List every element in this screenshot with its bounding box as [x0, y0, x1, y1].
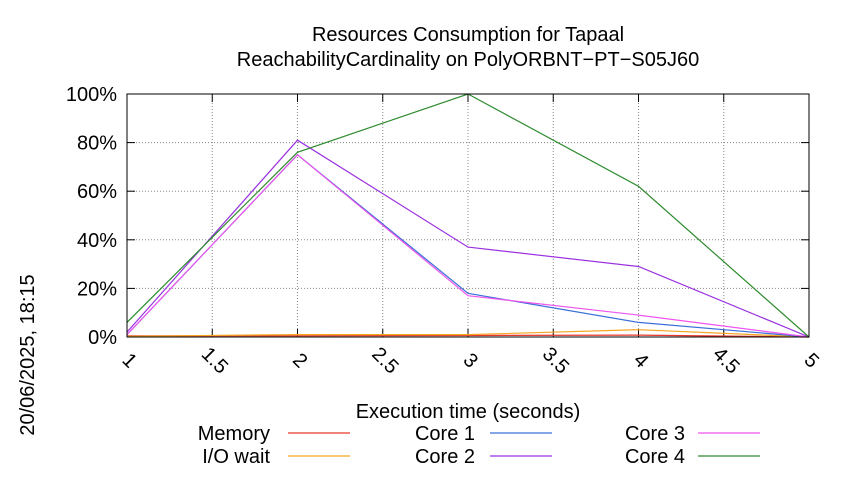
series-line-i-o-wait	[126, 329, 810, 338]
legend-label-memory: Memory	[198, 423, 270, 445]
x-tick-label: 5	[800, 349, 823, 372]
side-timestamp-label: 20/06/2025, 18:15	[17, 274, 39, 435]
legend-label-i-o-wait: I/O wait	[202, 446, 270, 468]
y-tick-label: 40%	[77, 230, 117, 252]
plot-frame	[126, 93, 810, 338]
series-group	[126, 93, 810, 338]
grid	[127, 94, 809, 337]
x-tick-label: 4.5	[708, 343, 743, 378]
x-tick-label: 4	[629, 349, 652, 372]
y-tick-label: 80%	[77, 133, 117, 155]
y-tick-label: 60%	[77, 181, 117, 203]
x-tick-label: 1	[118, 349, 141, 372]
x-tick-label: 3	[459, 349, 482, 372]
x-tick-label: 2	[288, 349, 311, 372]
x-tick-label: 2.5	[367, 343, 402, 378]
x-tick-label: 3.5	[538, 343, 573, 378]
x-axis-label: Execution time (seconds)	[356, 401, 581, 423]
series-line-core-2	[126, 139, 810, 338]
y-tick-label: 20%	[77, 278, 117, 300]
y-tick-label: 100%	[66, 84, 117, 106]
chart-title-line2: ReachabilityCardinality on PolyORBNT−PT−…	[237, 49, 699, 71]
legend-label-core-2: Core 2	[415, 446, 475, 468]
chart-title-line1: Resources Consumption for Tapaal	[312, 24, 624, 46]
y-tick-label: 0%	[88, 327, 117, 349]
legend-label-core-3: Core 3	[625, 423, 685, 445]
x-tick-label: 1.5	[197, 343, 232, 378]
legend-label-core-1: Core 1	[415, 423, 475, 445]
legend-label-core-4: Core 4	[625, 446, 685, 468]
series-line-memory	[127, 334, 810, 338]
series-line-core-3	[126, 153, 810, 338]
